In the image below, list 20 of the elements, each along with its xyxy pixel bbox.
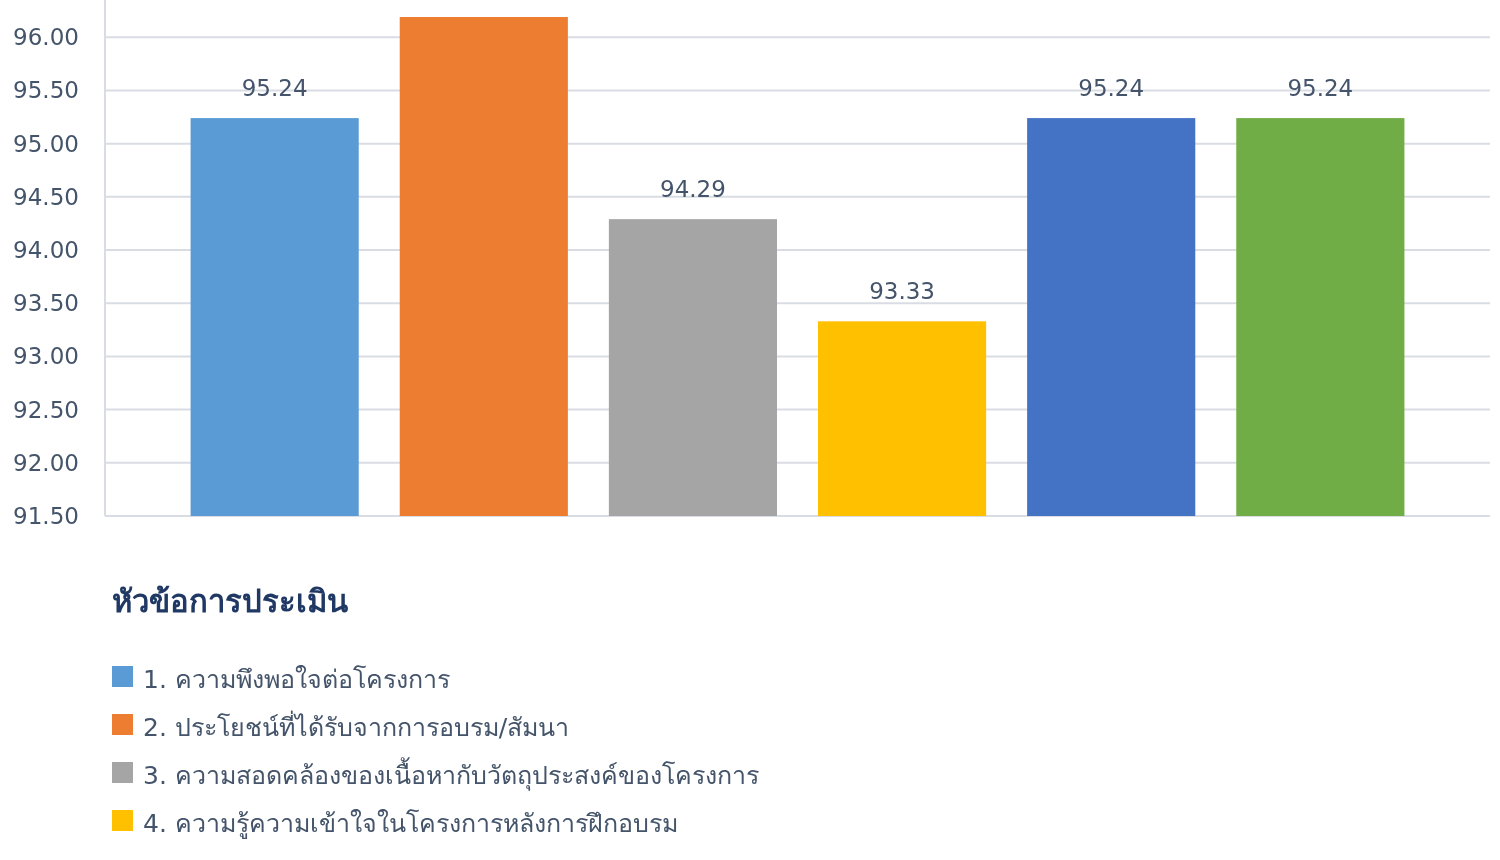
y-tick-label: 95.50 [13, 77, 79, 104]
data-label: 93.33 [869, 278, 935, 305]
data-label: 95.24 [1287, 75, 1354, 102]
legend-label: 1. ความพึงพอใจต่อโครงการ [143, 665, 450, 694]
y-tick-label: 93.00 [13, 343, 79, 370]
y-tick-label: 94.00 [13, 237, 79, 264]
legend-label: 2. ประโยชน์ที่ได้รับจากการอบรม/สัมนา [143, 710, 570, 742]
legend-label: 3. ความสอดคล้องของเนื้อหากับวัตถุประสงค์ของโครงการ [143, 757, 759, 791]
data-label: 95.24 [1078, 75, 1145, 102]
y-tick-label: 91.50 [13, 503, 79, 529]
legend-label: 4. ความรู้ความเข้าใจในโครงการหลังการฝึกอบรม [143, 809, 678, 839]
y-tick-label: 92.50 [13, 396, 79, 423]
y-tick-label: 92.00 [13, 449, 79, 476]
data-label: 94.29 [660, 176, 726, 203]
y-tick-label: 95.00 [13, 130, 79, 157]
legend-title: หัวข้อการประเมิน [112, 583, 348, 619]
y-tick-label: 93.50 [13, 290, 79, 317]
y-tick-label: 96.00 [13, 24, 79, 51]
data-label: 95.24 [241, 75, 308, 102]
y-tick-label: 94.50 [13, 183, 79, 210]
